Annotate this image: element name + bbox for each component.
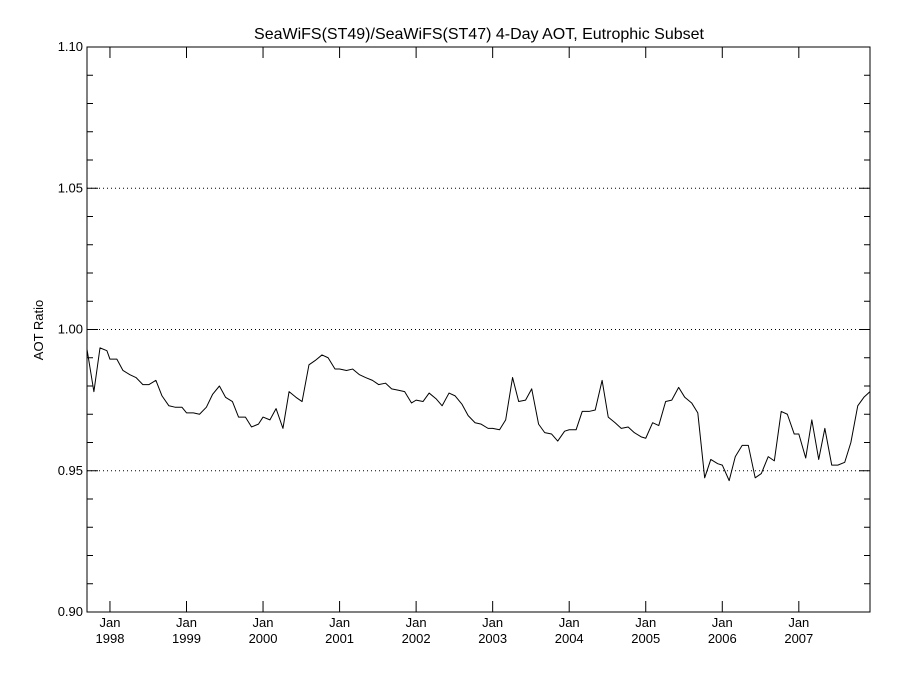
x-tick-label-year: 2001 <box>325 631 354 646</box>
y-tick-label: 1.05 <box>58 180 83 195</box>
plot-frame <box>86 46 871 613</box>
x-tick-label-year: 2007 <box>784 631 813 646</box>
x-tick-label-month: Jan <box>99 615 120 630</box>
x-tick-label-month: Jan <box>482 615 503 630</box>
y-tick-label: 1.00 <box>58 322 83 337</box>
x-tick-label-month: Jan <box>329 615 350 630</box>
x-tick-label-year: 2006 <box>708 631 737 646</box>
x-tick-label-month: Jan <box>176 615 197 630</box>
chart-title: SeaWiFS(ST49)/SeaWiFS(ST47) 4-Day AOT, E… <box>254 26 704 43</box>
x-tick-label-month: Jan <box>559 615 580 630</box>
x-tick-label-year: 2003 <box>478 631 507 646</box>
x-tick-label-month: Jan <box>253 615 274 630</box>
series-group <box>86 347 871 482</box>
y-tick-label: 0.90 <box>58 604 83 619</box>
x-tick-label-year: 1998 <box>96 631 125 646</box>
x-tick-label-year: 2005 <box>631 631 660 646</box>
x-tick-label-year: 2000 <box>249 631 278 646</box>
series-line <box>86 347 871 482</box>
y-tick-label: 1.10 <box>58 39 83 54</box>
y-tick-label: 0.95 <box>58 463 83 478</box>
x-tick-label-month: Jan <box>712 615 733 630</box>
axis-ticks <box>87 46 870 613</box>
x-tick-label-month: Jan <box>406 615 427 630</box>
x-tick-label-year: 2004 <box>555 631 584 646</box>
x-tick-label-month: Jan <box>635 615 656 630</box>
grid-lines <box>87 187 870 472</box>
x-tick-label-year: 1999 <box>172 631 201 646</box>
x-tick-label-year: 2002 <box>402 631 431 646</box>
y-tick-labels: 0.90 0.95 1.00 1.05 1.10 <box>58 39 83 619</box>
y-axis-label: AOT Ratio <box>31 300 46 360</box>
x-tick-label-month: Jan <box>788 615 809 630</box>
x-tick-labels: Jan1998Jan1999Jan2000Jan2001Jan2002Jan20… <box>96 615 814 646</box>
